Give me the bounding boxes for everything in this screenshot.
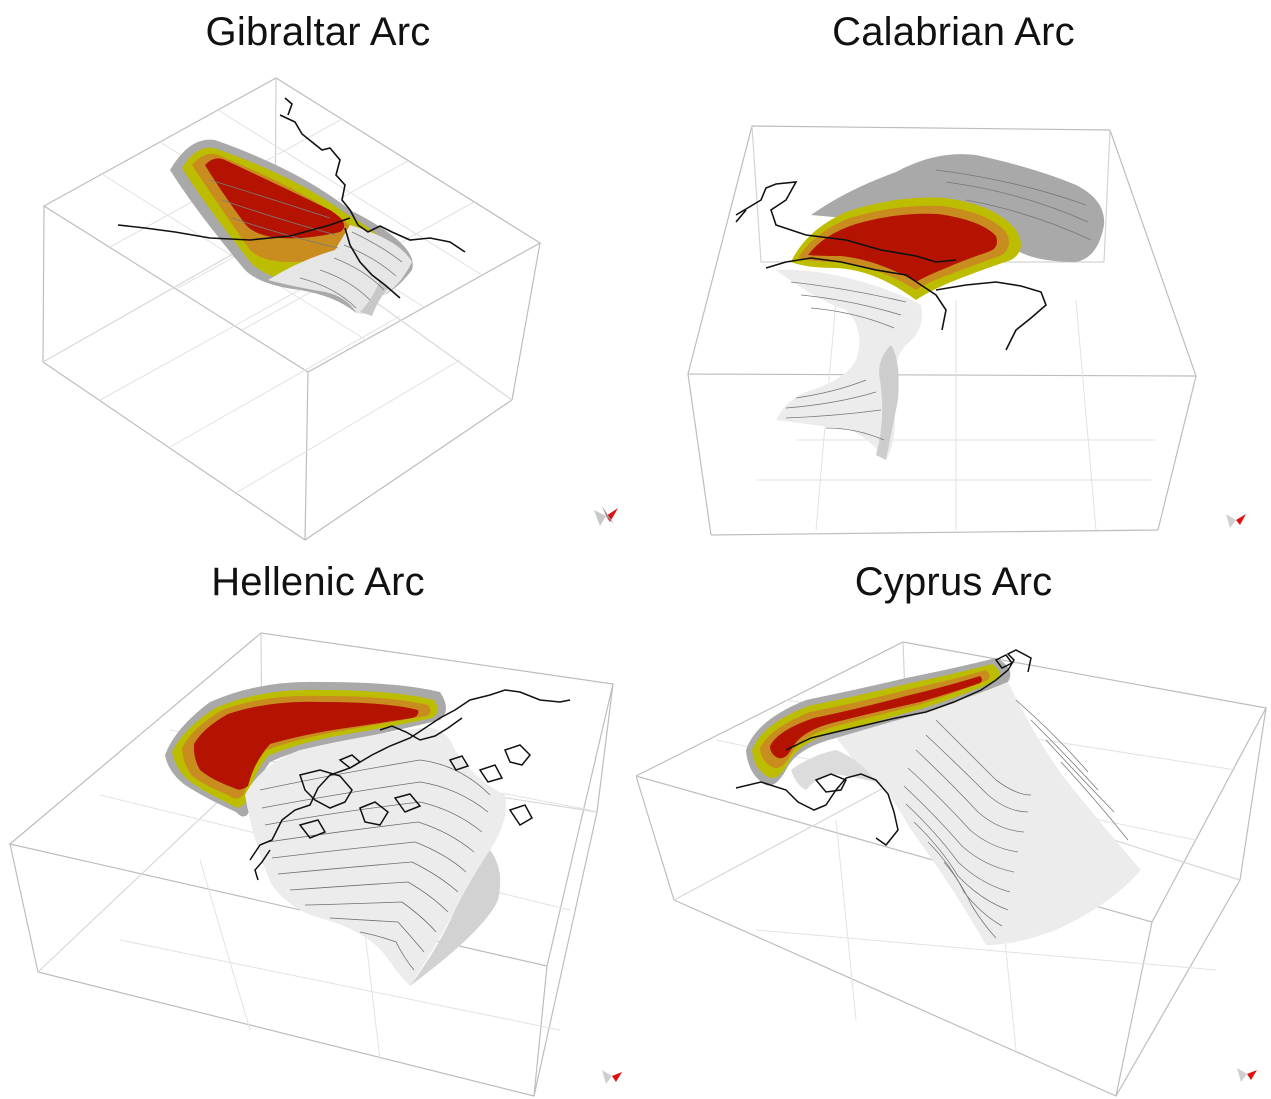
slab-surface	[165, 681, 506, 986]
calabrian-3d-model	[687, 125, 1246, 536]
grid-lines	[756, 299, 1156, 531]
compass-icon	[1226, 514, 1246, 528]
panel-title: Calabrian Arc	[832, 10, 1075, 54]
panel-cyprus-arc: Cyprus Arc	[636, 550, 1271, 1099]
coastline	[117, 97, 466, 299]
cyprus-3d-model	[636, 641, 1267, 1097]
panel-gibraltar-arc: Gibraltar Arc	[0, 0, 636, 550]
panel-calabrian-arc: Calabrian Arc	[636, 0, 1271, 550]
slab-surface	[746, 658, 1141, 945]
gibraltar-3d-model	[42, 77, 618, 541]
panel-hellenic-arc: Hellenic Arc	[0, 550, 636, 1099]
panel-title: Gibraltar Arc	[205, 10, 431, 54]
compass-icon	[1237, 1068, 1257, 1082]
coastline	[249, 689, 571, 881]
panel-title: Hellenic Arc	[211, 560, 425, 604]
grid-lines	[99, 109, 483, 494]
coastline	[735, 649, 1032, 847]
compass-icon	[594, 506, 618, 526]
slab-surface	[776, 154, 1105, 460]
slab-surface	[170, 139, 413, 316]
panel-title: Cyprus Arc	[854, 560, 1053, 604]
hellenic-3d-model	[8, 632, 622, 1097]
coastline	[735, 181, 1047, 351]
compass-icon	[602, 1070, 622, 1084]
